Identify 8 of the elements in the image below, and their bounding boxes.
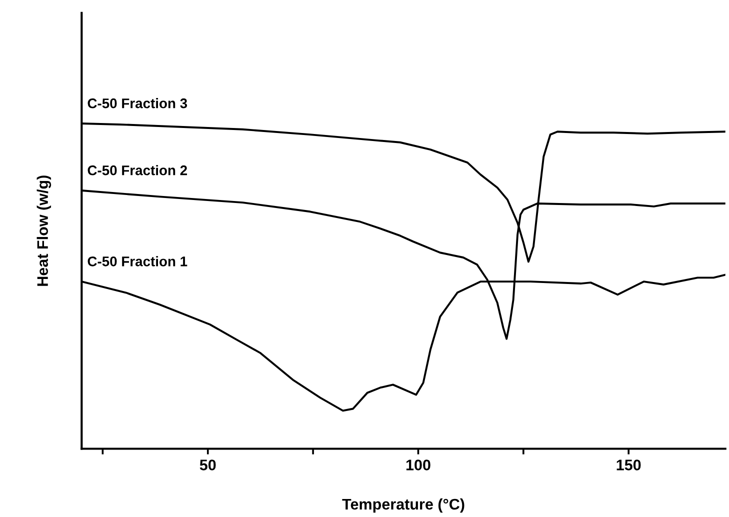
x-tick-label: 50 xyxy=(200,460,216,470)
series-label: C-50 Fraction 1 xyxy=(88,256,188,266)
y-axis-title: Heat Flow (w/g) xyxy=(36,176,52,286)
x-axis-title: Temperature (°C) xyxy=(342,498,464,513)
x-tick-label: 100 xyxy=(406,460,430,470)
x-tick-label: 150 xyxy=(616,460,641,470)
series-label: C-50 Fraction 3 xyxy=(88,98,188,108)
series-label: C-50 Fraction 2 xyxy=(88,165,187,176)
